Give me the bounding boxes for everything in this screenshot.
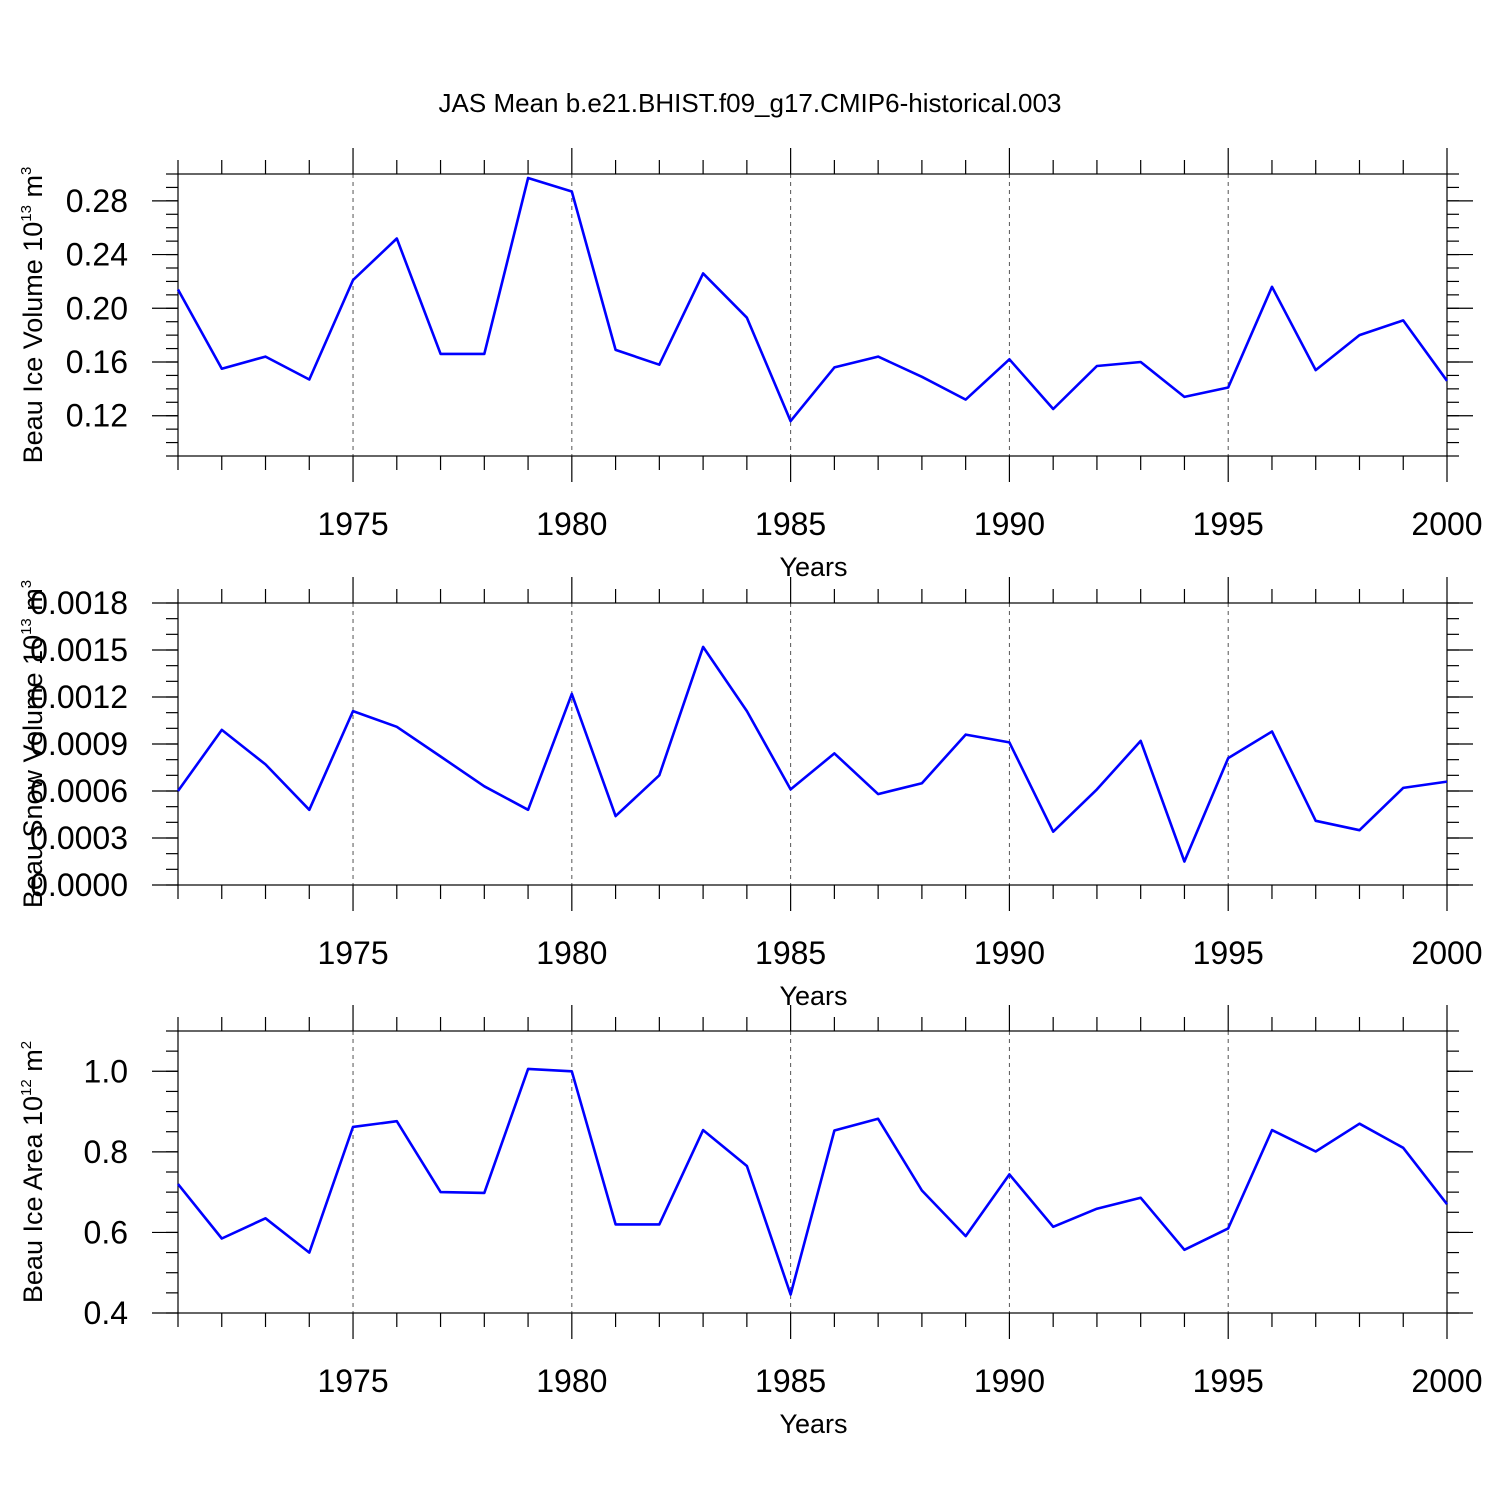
y-tick-label: 0.0012 bbox=[30, 679, 128, 715]
y-tick-label: 0.0009 bbox=[30, 726, 128, 762]
x-tick-label: 1980 bbox=[536, 1363, 607, 1399]
y-tick-label: 0.4 bbox=[84, 1295, 128, 1331]
plot-frame bbox=[177, 602, 1448, 886]
y-axis-label: Beau Snow Volume 1013 m3 bbox=[18, 580, 48, 908]
y-tick-label: 1.0 bbox=[84, 1053, 128, 1089]
x-tick-label: 1985 bbox=[755, 935, 826, 971]
x-axis-label: Years bbox=[779, 552, 847, 582]
x-tick-label: 2000 bbox=[1411, 506, 1482, 542]
panel-3: 0.4 0.6 0.8 1.0 1975 1980 1985 1990 1995 2000 Year… bbox=[18, 1005, 1483, 1439]
figure-title: JAS Mean b.e21.BHIST.f09_g17.CMIP6-histo… bbox=[439, 88, 1062, 118]
y-tick-label: 0.20 bbox=[66, 290, 128, 326]
x-tick-label: 1995 bbox=[1193, 935, 1264, 971]
y-tick-label: 0.6 bbox=[84, 1214, 128, 1250]
x-axis-label: Years bbox=[779, 981, 847, 1011]
y-tick-label: 0.16 bbox=[66, 344, 128, 380]
x-tick-label: 1990 bbox=[974, 506, 1045, 542]
panel-1: 0.12 0.16 0.20 0.24 0.28 1975 1980 1985 1990 1995… bbox=[18, 148, 1483, 582]
x-tick-label: 1975 bbox=[317, 1363, 388, 1399]
y-axis-label: Beau Ice Volume 1013 m3 bbox=[18, 167, 48, 464]
y-tick-label: 0.8 bbox=[84, 1134, 128, 1170]
y-axis-label: Beau Ice Area 1012 m2 bbox=[18, 1041, 48, 1303]
x-tick-label: 1975 bbox=[317, 506, 388, 542]
x-tick-label: 1980 bbox=[536, 506, 607, 542]
y-tick-label: 0.0003 bbox=[30, 820, 128, 856]
plot-frame bbox=[177, 1030, 1448, 1314]
y-tick-label: 0.24 bbox=[66, 237, 128, 273]
series-line bbox=[176, 645, 1448, 863]
x-tick-label: 1975 bbox=[317, 935, 388, 971]
x-tick-label: 1985 bbox=[755, 1363, 826, 1399]
y-tick-label: 0.12 bbox=[66, 398, 128, 434]
y-tick-label: 0.0000 bbox=[30, 867, 128, 903]
panel-2: 0.0000 0.0003 0.0006 0.0009 0.0012 0.0015 0.00… bbox=[18, 577, 1483, 1011]
x-tick-label: 1980 bbox=[536, 935, 607, 971]
series-line bbox=[176, 1067, 1449, 1296]
x-tick-label: 1995 bbox=[1193, 506, 1264, 542]
series-line bbox=[176, 176, 1449, 423]
y-tick-label: 0.28 bbox=[66, 183, 128, 219]
x-tick-label: 1985 bbox=[755, 506, 826, 542]
y-tick-label: 0.0006 bbox=[30, 773, 128, 809]
x-axis-label: Years bbox=[779, 1409, 847, 1439]
x-tick-label: 2000 bbox=[1411, 1363, 1482, 1399]
plot-frame bbox=[177, 173, 1448, 457]
x-tick-label: 1990 bbox=[974, 935, 1045, 971]
x-tick-label: 2000 bbox=[1411, 935, 1482, 971]
y-tick-label: 0.0015 bbox=[30, 632, 128, 668]
x-tick-label: 1990 bbox=[974, 1363, 1045, 1399]
y-tick-label: 0.0018 bbox=[30, 585, 128, 621]
x-tick-label: 1995 bbox=[1193, 1363, 1264, 1399]
